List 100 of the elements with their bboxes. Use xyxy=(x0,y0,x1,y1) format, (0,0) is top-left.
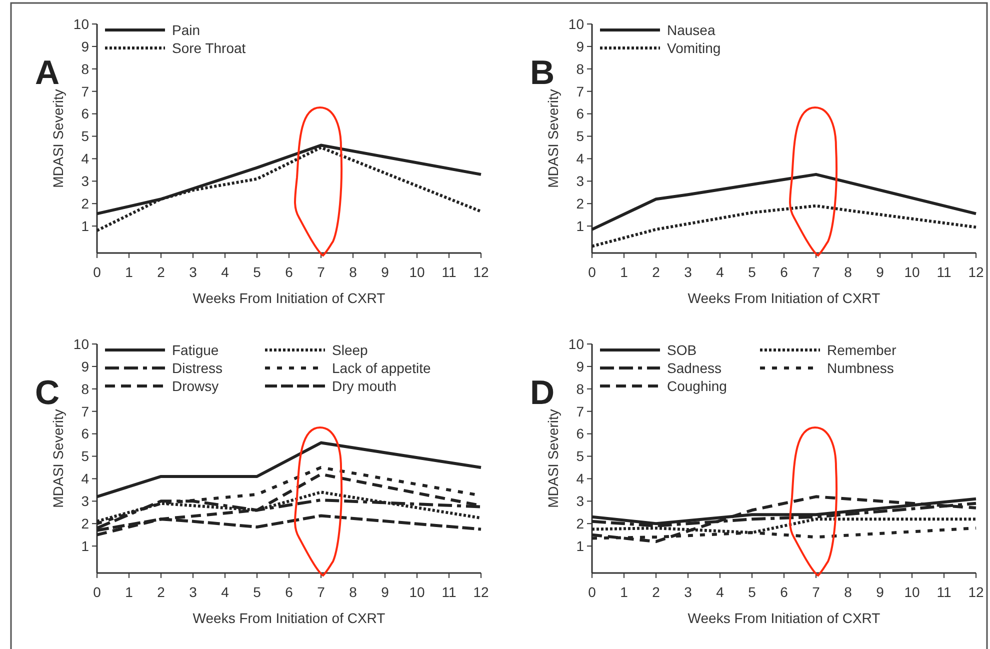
x-tick-label: 3 xyxy=(189,264,198,280)
x-tick-label: 1 xyxy=(125,264,134,280)
x-tick-label: 2 xyxy=(652,584,660,600)
x-tick-label: 2 xyxy=(652,264,660,280)
x-tick-label: 11 xyxy=(442,584,456,600)
legend-label: Numbness xyxy=(827,360,894,376)
y-tick-label: 2 xyxy=(81,196,90,212)
x-tick-label: 3 xyxy=(189,584,198,600)
x-tick-label: 4 xyxy=(716,264,724,280)
y-tick-label: 1 xyxy=(576,538,584,554)
y-tick-label: 4 xyxy=(81,470,90,487)
y-tick-label: 9 xyxy=(576,358,584,374)
x-tick-label: 1 xyxy=(620,584,628,600)
x-tick-label: 1 xyxy=(620,264,628,280)
x-tick-label: 10 xyxy=(409,264,425,280)
x-tick-label: 8 xyxy=(349,264,358,280)
y-tick-label: 10 xyxy=(568,16,584,32)
y-tick-label: 2 xyxy=(576,516,584,532)
x-tick-label: 4 xyxy=(221,264,230,280)
y-tick-label: 5 xyxy=(576,448,584,464)
x-axis-title: Weeks From Initiation of CXRT xyxy=(688,610,881,626)
y-tick-label: 4 xyxy=(81,150,90,167)
x-tick-label: 10 xyxy=(904,584,920,600)
x-tick-label: 4 xyxy=(716,584,724,600)
legend-label: Fatigue xyxy=(172,342,219,358)
x-axis-title: Weeks From Initiation of CXRT xyxy=(192,610,386,626)
x-tick-label: 2 xyxy=(157,584,166,600)
x-tick-label: 8 xyxy=(844,264,852,280)
y-tick-label: 6 xyxy=(576,426,584,442)
x-tick-label: 6 xyxy=(285,584,294,600)
y-tick-label: 5 xyxy=(81,128,90,144)
y-tick-label: 4 xyxy=(576,470,584,487)
legend-label: Pain xyxy=(172,22,200,38)
x-tick-label: 11 xyxy=(442,264,456,280)
x-tick-label: 0 xyxy=(93,264,102,280)
x-tick-label: 10 xyxy=(904,264,920,280)
y-tick-label: 6 xyxy=(81,106,90,122)
y-tick-label: 5 xyxy=(81,448,90,464)
x-tick-label: 8 xyxy=(844,584,852,600)
x-tick-label: 12 xyxy=(473,264,489,280)
x-tick-label: 1 xyxy=(125,584,134,600)
x-tick-label: 0 xyxy=(93,584,102,600)
legend-label: Sore Throat xyxy=(172,40,246,56)
x-tick-label: 11 xyxy=(936,264,952,280)
legend-label: Lack of appetite xyxy=(332,360,432,376)
x-tick-label: 9 xyxy=(876,264,884,280)
x-tick-label: 7 xyxy=(317,264,326,280)
x-tick-label: 3 xyxy=(684,264,692,280)
x-axis-title: Weeks From Initiation of CXRT xyxy=(192,290,386,306)
legend-label: Sadness xyxy=(667,360,722,376)
y-tick-label: 3 xyxy=(81,173,90,190)
x-tick-label: 12 xyxy=(473,584,489,600)
y-tick-label: 3 xyxy=(576,173,584,190)
y-tick-label: 10 xyxy=(73,336,90,352)
legend-label: Coughing xyxy=(667,378,727,394)
legend-label: Nausea xyxy=(667,22,716,38)
x-tick-label: 6 xyxy=(285,264,294,280)
y-tick-label: 9 xyxy=(576,38,584,54)
x-tick-label: 0 xyxy=(588,264,596,280)
x-tick-label: 12 xyxy=(968,264,984,280)
x-tick-label: 7 xyxy=(812,264,820,280)
y-tick-label: 10 xyxy=(568,336,584,352)
x-tick-label: 2 xyxy=(157,264,166,280)
x-tick-label: 11 xyxy=(936,584,952,600)
x-tick-label: 0 xyxy=(588,584,596,600)
x-axis-title: Weeks From Initiation of CXRT xyxy=(688,290,881,306)
y-tick-label: 7 xyxy=(576,403,584,420)
y-tick-label: 3 xyxy=(576,493,584,510)
legend-label: Vomiting xyxy=(667,40,721,56)
y-tick-label: 8 xyxy=(81,380,90,397)
legend-label: Sleep xyxy=(332,342,368,358)
legend-label: Drowsy xyxy=(172,378,219,394)
x-tick-label: 5 xyxy=(253,584,262,600)
y-tick-label: 1 xyxy=(576,218,584,234)
y-tick-label: 8 xyxy=(81,60,90,77)
y-tick-label: 8 xyxy=(576,380,584,397)
x-tick-label: 5 xyxy=(748,584,756,600)
legend-label: SOB xyxy=(667,342,697,358)
y-tick-label: 7 xyxy=(576,83,584,100)
y-tick-label: 2 xyxy=(81,516,90,532)
y-tick-label: 10 xyxy=(73,16,90,32)
x-tick-label: 9 xyxy=(876,584,884,600)
y-tick-label: 9 xyxy=(81,38,90,54)
y-tick-label: 1 xyxy=(81,538,90,554)
y-tick-label: 7 xyxy=(81,83,90,100)
x-tick-label: 10 xyxy=(409,584,425,600)
y-tick-label: 7 xyxy=(81,403,90,420)
x-tick-label: 9 xyxy=(381,264,390,280)
y-tick-label: 8 xyxy=(576,60,584,77)
y-tick-label: 3 xyxy=(81,493,90,510)
y-tick-label: 2 xyxy=(576,196,584,212)
y-tick-label: 6 xyxy=(576,106,584,122)
x-tick-label: 9 xyxy=(381,584,390,600)
x-tick-label: 7 xyxy=(317,584,326,600)
x-tick-label: 5 xyxy=(253,264,262,280)
y-tick-label: 6 xyxy=(81,426,90,442)
x-tick-label: 5 xyxy=(748,264,756,280)
legend-label: Remember xyxy=(827,342,897,358)
y-tick-label: 9 xyxy=(81,358,90,374)
legend-label: Dry mouth xyxy=(332,378,397,394)
